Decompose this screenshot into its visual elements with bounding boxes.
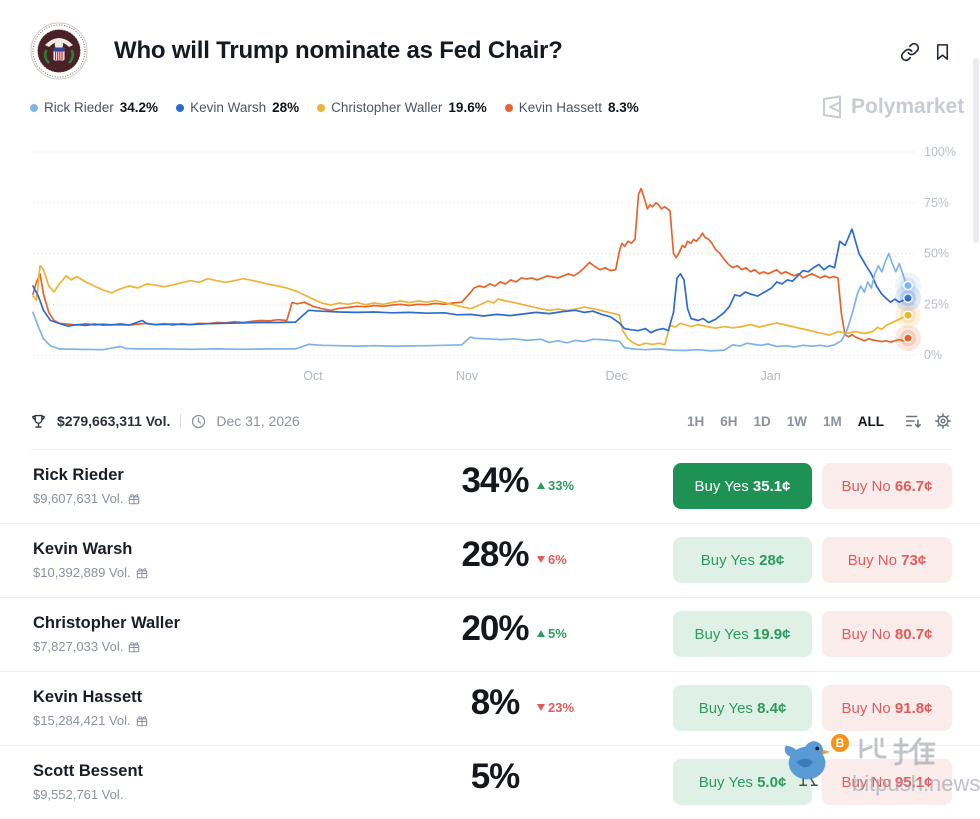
buy-no-button[interactable]: Buy No 73¢ [822, 537, 952, 583]
timeframe-1m[interactable]: 1M [822, 413, 842, 429]
chance-change: 5% [537, 626, 567, 641]
legend-item: Christopher Waller 19.6% [317, 100, 487, 115]
outcome-name: Christopher Waller [33, 614, 180, 632]
gift-icon [129, 641, 140, 652]
market-row-kevin-hassett[interactable]: Kevin Hassett $15,284,421 Vol. 8% 23% Bu… [0, 672, 980, 746]
legend-item: Kevin Warsh 28% [176, 100, 299, 115]
legend-dot [504, 103, 513, 112]
divider [30, 449, 952, 450]
fed-seal-logo [30, 22, 88, 80]
svg-text:100%: 100% [924, 145, 956, 159]
svg-text:Oct: Oct [303, 369, 323, 383]
outcome-name: Scott Bessent [33, 762, 144, 780]
divider [180, 414, 182, 428]
outcome-volume: $10,392,889 Vol. [33, 565, 148, 580]
buy-yes-button[interactable]: Buy Yes 5.0¢ [673, 759, 812, 805]
timeframe-6h[interactable]: 6H [720, 413, 738, 429]
market-row-scott-bessent[interactable]: Scott Bessent $9,552,761 Vol. 5% Buy Yes… [0, 746, 980, 819]
sort-desc-icon[interactable] [904, 412, 922, 430]
buy-no-button[interactable]: Buy No 66.7¢ [822, 463, 952, 509]
timeframe-selector: 1H 6H 1D 1W 1M ALL [687, 409, 952, 433]
up-arrow-icon [537, 482, 545, 489]
buy-yes-button[interactable]: Buy Yes 35.1¢ [673, 463, 812, 509]
stats-bar: $279,663,311 Vol. Dec 31, 2026 [30, 409, 300, 433]
svg-text:25%: 25% [924, 297, 949, 311]
outcome-volume: $9,552,761 Vol. [33, 787, 124, 802]
buy-yes-button[interactable]: Buy Yes 28¢ [673, 537, 812, 583]
svg-text:Jan: Jan [761, 369, 781, 383]
legend-item: Rick Rieder 34.2% [30, 100, 158, 115]
link-icon[interactable] [900, 42, 920, 62]
buy-no-button[interactable]: Buy No 91.8¢ [822, 685, 952, 731]
outcome-chance: 5% [470, 757, 521, 796]
outcome-name: Kevin Hassett [33, 688, 143, 706]
legend-dot [176, 103, 185, 112]
chart-legend: Rick Rieder 34.2% Kevin Warsh 28% Christ… [30, 100, 639, 115]
outcome-volume: $15,284,421 Vol. [33, 713, 148, 728]
market-row-christopher-waller[interactable]: Christopher Waller $7,827,033 Vol. 20% 5… [0, 598, 980, 672]
legend-dot [317, 103, 326, 112]
polymarket-watermark: Polymarket [820, 95, 964, 119]
scrollbar[interactable] [973, 58, 979, 243]
page-title: Who will Trump nominate as Fed Chair? [114, 37, 563, 64]
total-volume: $279,663,311 Vol. [57, 413, 171, 429]
end-date: Dec 31, 2026 [216, 413, 300, 429]
trophy-icon [32, 414, 45, 428]
market-row-rick-rieder[interactable]: Rick Rieder $9,607,631 Vol. 34% 33% Buy … [0, 450, 980, 524]
outcome-chance: 20% [461, 609, 529, 648]
gear-icon[interactable] [934, 412, 952, 430]
down-arrow-icon [537, 556, 545, 563]
chance-change: 33% [537, 478, 574, 493]
down-arrow-icon [537, 704, 545, 711]
legend-dot [30, 103, 38, 112]
outcome-volume: $9,607,631 Vol. [33, 491, 140, 506]
timeframe-1w[interactable]: 1W [786, 413, 807, 429]
outcome-chance: 34% [461, 461, 529, 500]
svg-text:0%: 0% [924, 348, 942, 362]
buy-no-button[interactable]: Buy No 95.1¢ [822, 759, 952, 805]
outcome-name: Kevin Warsh [33, 540, 133, 558]
svg-text:Nov: Nov [456, 369, 479, 383]
clock-icon [192, 414, 206, 428]
svg-text:75%: 75% [924, 196, 949, 210]
legend-item: Kevin Hassett 8.3% [504, 100, 639, 115]
price-chart[interactable]: 0% 25% 50% 75% 100% Oct Nov Dec Jan [0, 140, 980, 398]
outcome-list: Rick Rieder $9,607,631 Vol. 34% 33% Buy … [0, 450, 980, 819]
timeframe-1h[interactable]: 1H [686, 413, 705, 429]
svg-text:Dec: Dec [606, 369, 628, 383]
bookmark-icon[interactable] [933, 42, 952, 62]
buy-yes-button[interactable]: Buy Yes 8.4¢ [673, 685, 812, 731]
timeframe-all[interactable]: ALL [857, 413, 884, 429]
polymarket-logo-icon [823, 95, 841, 119]
gift-icon [136, 567, 147, 578]
outcome-chance: 28% [461, 535, 529, 574]
buy-yes-button[interactable]: Buy Yes 19.9¢ [673, 611, 812, 657]
outcome-volume: $7,827,033 Vol. [33, 639, 140, 654]
gift-icon [129, 493, 140, 504]
market-row-kevin-warsh[interactable]: Kevin Warsh $10,392,889 Vol. 28% 6% Buy … [0, 524, 980, 598]
svg-text:50%: 50% [924, 247, 949, 261]
outcome-name: Rick Rieder [33, 466, 124, 484]
outcome-chance: 8% [470, 683, 521, 722]
up-arrow-icon [537, 630, 545, 637]
chance-change: 23% [537, 700, 574, 715]
gift-icon [136, 715, 147, 726]
buy-no-button[interactable]: Buy No 80.7¢ [822, 611, 952, 657]
chance-change: 6% [537, 552, 567, 567]
timeframe-1d[interactable]: 1D [753, 413, 771, 429]
header-actions [900, 42, 952, 62]
